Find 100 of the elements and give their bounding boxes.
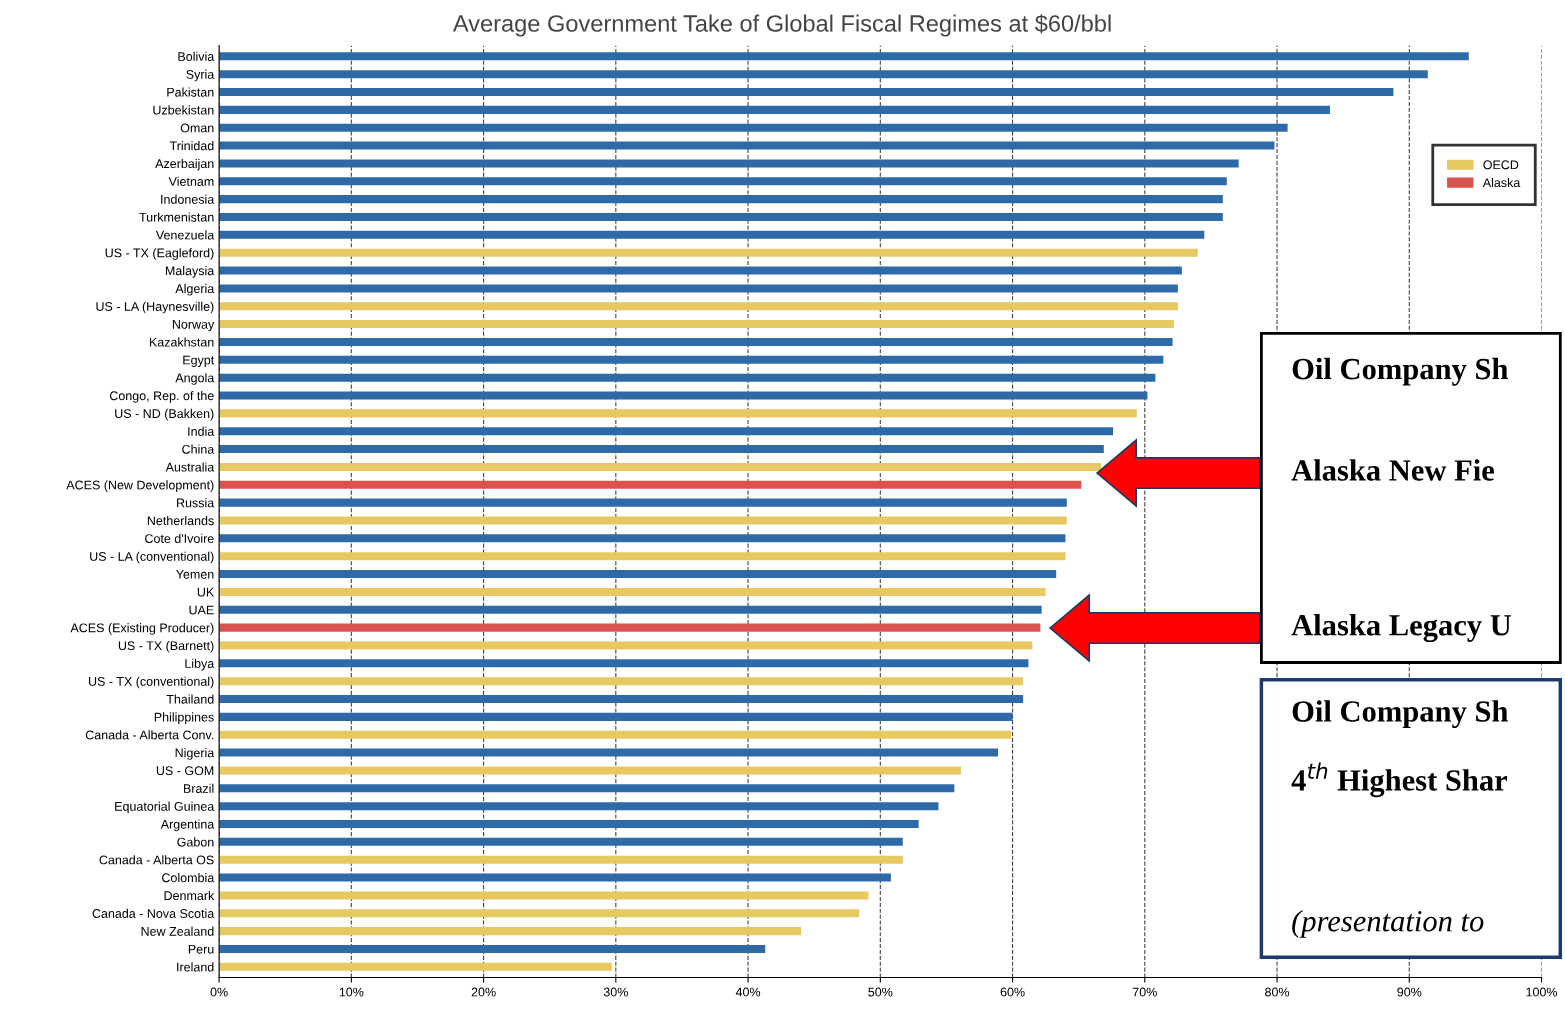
y-tick-label: Vietnam [168, 176, 214, 186]
bar [219, 927, 801, 936]
y-tick-label: Turkmenistan [139, 212, 214, 222]
bar [219, 962, 612, 971]
bar [219, 605, 1042, 614]
x-tick-label: 20% [471, 987, 496, 997]
y-tick-label: Canada - Nova Scotia [92, 908, 215, 918]
bar [219, 409, 1137, 418]
y-tick-label: Gabon [177, 837, 214, 847]
x-tick-label: 60% [1000, 987, 1025, 997]
bar [219, 427, 1114, 436]
y-tick-label: Malaysia [165, 266, 215, 278]
y-tick-label: New Zealand [141, 926, 214, 936]
x-tick-label: 10% [339, 987, 364, 997]
annotation: Oil Company Sh [1292, 700, 1509, 729]
y-tick-label: Libya [185, 658, 215, 671]
annotation: (presentation to [1292, 910, 1484, 938]
bar [219, 552, 1066, 561]
bar [219, 337, 1173, 346]
bar [219, 284, 1178, 293]
bar [219, 570, 1057, 579]
y-tick-label: US - TX (Barnett) [118, 640, 214, 653]
y-tick-label: Angola [175, 373, 215, 385]
annotation: Oil Company Sh [1292, 357, 1509, 386]
legend-label: OECD [1483, 160, 1519, 170]
y-tick-label: US - TX (Eagleford) [105, 248, 214, 260]
bar [219, 141, 1275, 150]
x-tick-label: 50% [868, 987, 893, 997]
bar [219, 748, 999, 757]
y-tick-label: US - TX (conventional) [88, 676, 214, 689]
y-tick-label: Bolivia [178, 51, 215, 61]
bar [219, 373, 1156, 382]
bar [219, 70, 1428, 79]
bar [219, 516, 1067, 525]
annotation: Alaska Legacy U [1291, 614, 1512, 643]
bar [219, 266, 1182, 275]
y-tick-label: Norway [172, 320, 215, 332]
bar [219, 212, 1223, 221]
legend-label: Alaska [1482, 177, 1521, 188]
annotation: 4$^{th}$ Highest Shar [1291, 762, 1508, 798]
bar [219, 302, 1178, 311]
bar [219, 623, 1041, 632]
x-tick-label: 40% [735, 987, 761, 997]
y-tick-label: Syria [186, 69, 215, 82]
y-tick-label: Cote d'Ivoire [145, 533, 214, 543]
y-tick-label: US - LA (conventional) [90, 551, 214, 564]
bar [219, 195, 1223, 204]
y-tick-label: ACES (Existing Producer) [70, 623, 214, 635]
bar [219, 320, 1174, 329]
bar [219, 480, 1082, 489]
x-tick-label: 90% [1397, 987, 1422, 997]
annotation: Alaska New Fie [1291, 459, 1495, 481]
y-tick-label: Oman [180, 123, 214, 133]
y-tick-label: Colombia [162, 873, 215, 883]
y-tick-label: Yemen [176, 569, 214, 579]
bar [219, 87, 1394, 97]
bar [219, 105, 1330, 114]
y-tick-label: Indonesia [161, 194, 215, 204]
bar [219, 498, 1067, 507]
bar [219, 855, 903, 864]
y-tick-label: Kazakhstan [149, 337, 214, 347]
bar [219, 677, 1024, 686]
y-tick-label: Philippines [154, 712, 214, 724]
y-tick-label: Thailand [166, 694, 214, 704]
chart-title: Average Government Take of Global Fiscal Regimes at $60/bbl [452, 14, 1111, 37]
bar [219, 177, 1227, 186]
bar [219, 784, 955, 793]
x-tick-label: 0% [210, 987, 228, 997]
y-tick-label: Nigeria [175, 748, 215, 760]
bar [219, 230, 1205, 239]
bar [219, 730, 1012, 739]
y-tick-label: Argentina [160, 819, 215, 832]
y-tick-label: UK [197, 587, 215, 597]
y-tick-label: Australia [165, 462, 215, 472]
bar [219, 248, 1198, 257]
x-tick-label: 30% [603, 987, 628, 997]
bar [219, 659, 1029, 668]
bar [219, 534, 1066, 543]
bar [219, 944, 766, 953]
y-tick-label: China [182, 444, 215, 454]
bar [219, 462, 1102, 471]
bar [219, 837, 903, 846]
bar [219, 587, 1046, 596]
bar [219, 891, 869, 900]
y-tick-label: Netherlands [147, 515, 214, 526]
y-tick-label: Congo, Rep. of the [109, 390, 214, 403]
x-tick-label: 80% [1265, 987, 1290, 997]
bar [219, 695, 1024, 704]
bar [219, 52, 1469, 61]
y-tick-label: US - ND (Bakken) [115, 408, 214, 421]
y-tick-label: Trinidad [169, 141, 214, 151]
y-tick-label: Equatorial Guinea [115, 801, 215, 814]
bar [219, 802, 939, 811]
y-tick-label: UAE [189, 605, 214, 615]
y-tick-label: India [188, 426, 215, 436]
y-tick-label: ACES (New Development) [66, 480, 214, 492]
bar [219, 766, 961, 775]
y-tick-label: Egypt [183, 355, 215, 367]
bar [219, 909, 860, 918]
y-tick-label: Canada - Alberta Conv. [85, 730, 214, 740]
